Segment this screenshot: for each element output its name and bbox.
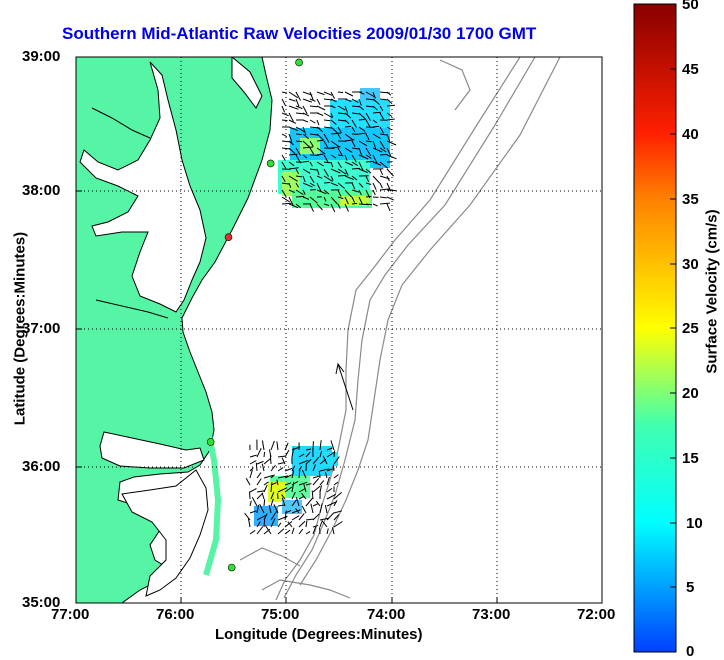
radar-station-marker	[207, 438, 214, 445]
velocity-vector	[296, 134, 302, 135]
colorbar-tick-label: 45	[682, 61, 699, 78]
x-tick-label: 72:00	[577, 606, 615, 623]
velocity-vector	[324, 183, 330, 184]
velocity-vector	[264, 452, 265, 457]
velocity-vector	[282, 120, 288, 121]
velocity-vector	[366, 161, 374, 162]
radar-station-marker	[228, 564, 235, 571]
velocity-vector	[345, 126, 351, 127]
colorbar-tick-label: 40	[682, 126, 699, 143]
velocity-vector	[324, 120, 330, 121]
colorbar-tick-label: 20	[682, 385, 699, 402]
x-tick-label: 73:00	[472, 606, 510, 623]
x-tick-label: 75:00	[261, 606, 299, 623]
y-tick-label: 36:00	[22, 458, 60, 475]
velocity-vector	[319, 471, 320, 478]
y-axis-label: Latitude (Degrees:Minutes)	[12, 229, 29, 429]
x-tick-label: 74:00	[367, 606, 405, 623]
velocity-vector	[296, 196, 304, 197]
colorbar-tick-label: 25	[682, 320, 699, 337]
velocity-vector	[366, 196, 372, 197]
velocity-vector	[338, 92, 343, 93]
colorbar-tick-label: 50	[682, 0, 699, 13]
colorbar-tick-label: 10	[686, 515, 703, 532]
y-tick-label: 39:00	[22, 48, 60, 65]
velocity-vector	[387, 190, 397, 191]
colorbar-label: Surface Velocity (cm/s)	[704, 192, 721, 392]
colorbar-tick-label: 0	[686, 643, 694, 660]
velocity-vector	[380, 155, 388, 156]
colorbar	[634, 4, 676, 652]
velocity-vector	[352, 168, 360, 169]
velocity-vector	[359, 119, 365, 120]
colorbar-tick-label: 30	[682, 256, 699, 273]
colorbar-tick-label: 5	[686, 579, 694, 596]
colorbar-tick-label: 15	[682, 450, 699, 467]
velocity-vector	[264, 519, 265, 528]
chart-title: Southern Mid-Atlantic Raw Velocities 200…	[62, 24, 536, 44]
radar-station-marker	[225, 234, 232, 241]
velocity-vector	[352, 203, 357, 204]
radar-station-marker	[296, 59, 303, 66]
x-tick-label: 76:00	[156, 606, 194, 623]
velocity-vector	[256, 463, 257, 471]
x-axis-label: Longitude (Degrees:Minutes)	[215, 626, 423, 643]
velocity-vector	[264, 499, 265, 506]
radar-station-marker	[267, 160, 274, 167]
velocity-vector	[250, 492, 251, 500]
y-tick-label: 38:00	[22, 182, 60, 199]
velocity-vector	[333, 465, 334, 472]
velocity-vector	[317, 140, 324, 141]
velocity-vector	[270, 455, 271, 464]
x-tick-label: 77:00	[51, 606, 89, 623]
colorbar-tick-label: 35	[682, 191, 699, 208]
velocity-vector	[334, 450, 335, 457]
